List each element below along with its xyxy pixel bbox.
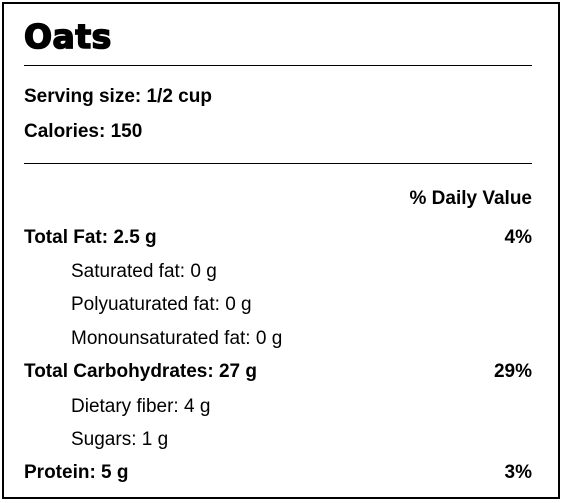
nutrient-row-sugars: Sugars: 1 g [71, 425, 532, 455]
nutrient-label: Polyuaturated fat: 0 g [71, 294, 252, 315]
divider-top [24, 65, 532, 66]
nutrient-label: Saturated fat: 0 g [71, 261, 217, 282]
nutrient-label: Dietary fiber: 4 g [71, 396, 211, 417]
nutrient-row-protein: Protein: 5 g 3% [24, 458, 532, 488]
nutrient-daily-value: 4% [504, 227, 532, 248]
nutrient-row-saturated-fat: Saturated fat: 0 g [71, 257, 532, 287]
nutrient-daily-value: 3% [504, 462, 532, 483]
nutrient-label: Total Carbohydrates: 27 g [24, 361, 257, 382]
serving-size: Serving size: 1/2 cup [24, 86, 212, 107]
nutrient-row-monounsaturated-fat: Monounsaturated fat: 0 g [71, 324, 532, 354]
nutrient-label: Protein: 5 g [24, 462, 129, 483]
divider-middle [24, 163, 532, 164]
calories: Calories: 150 [24, 121, 143, 142]
nutrient-label: Sugars: 1 g [71, 429, 169, 450]
nutrient-row-total-fat: Total Fat: 2.5 g 4% [24, 223, 532, 253]
product-title: Oats [23, 16, 112, 57]
nutrient-label: Monounsaturated fat: 0 g [71, 328, 283, 349]
nutrient-daily-value: 29% [493, 361, 532, 382]
nutrient-row-polyunsaturated-fat: Polyuaturated fat: 0 g [71, 290, 532, 320]
nutrient-row-dietary-fiber: Dietary fiber: 4 g [71, 392, 532, 422]
nutrient-row-total-carbohydrates: Total Carbohydrates: 27 g 29% [24, 357, 532, 387]
nutrient-label: Total Fat: 2.5 g [24, 227, 157, 248]
daily-value-header: % Daily Value [409, 188, 532, 209]
